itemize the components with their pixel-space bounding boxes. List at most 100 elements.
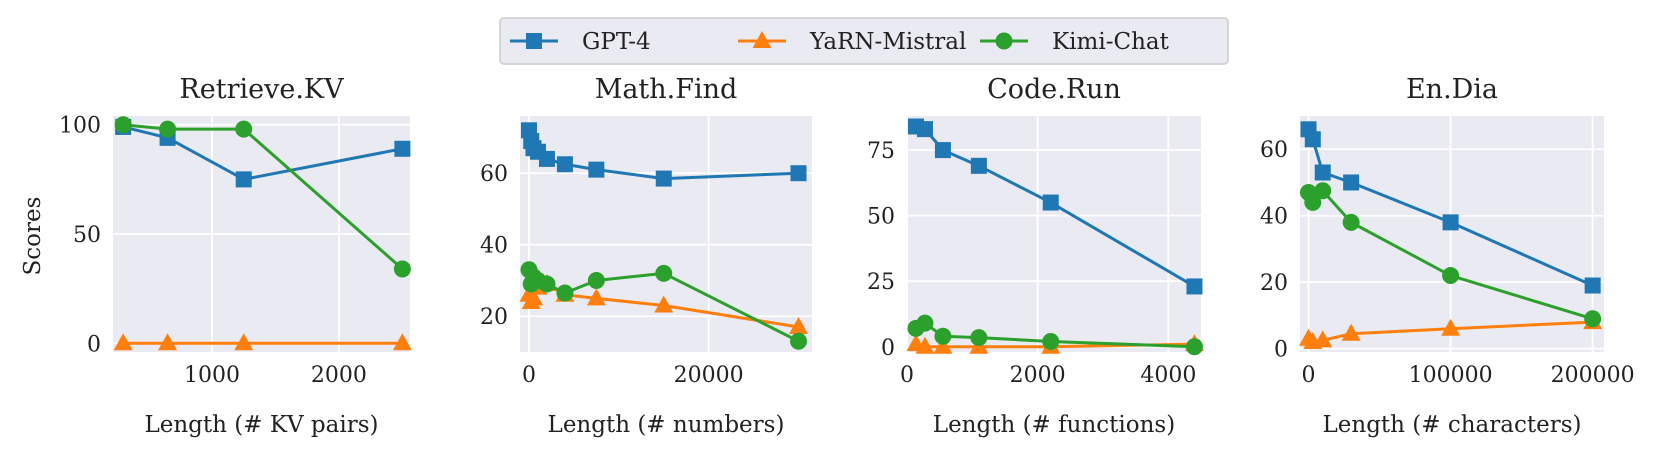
data-point-kimi-chat bbox=[1442, 267, 1460, 285]
data-point-kimi-chat bbox=[1304, 193, 1322, 211]
x-tick-label: 0 bbox=[522, 363, 536, 388]
series-yarn-mistral bbox=[113, 333, 412, 351]
x-tick-label: 0 bbox=[900, 363, 914, 388]
y-tick-label: 40 bbox=[480, 234, 508, 259]
panel-code-run: 0 2000 4000 0 25 50 75 Code.Run Length (# functi… bbox=[867, 74, 1204, 438]
data-point-gpt-4 bbox=[394, 140, 411, 157]
data-point-gpt-4 bbox=[1042, 194, 1059, 211]
panel-en-dia: 0 100000 200000 0 20 40 60 En.Dia Length (# char… bbox=[1260, 74, 1635, 438]
y-tick-label: 0 bbox=[87, 332, 101, 357]
legend-marker-yarn-mistral bbox=[752, 31, 772, 48]
data-point-gpt-4 bbox=[934, 142, 951, 159]
shared-y-axis-label: Scores bbox=[20, 197, 46, 276]
data-point-yarn-mistral bbox=[654, 295, 674, 313]
series-layer bbox=[1299, 121, 1603, 350]
series-gpt-4 bbox=[520, 122, 807, 187]
x-tick-label: 20000 bbox=[674, 363, 744, 388]
y-tick-label: 40 bbox=[1260, 205, 1288, 230]
data-point-kimi-chat bbox=[934, 327, 952, 345]
x-axis-label: Length (# numbers) bbox=[548, 412, 785, 438]
panel-title: Code.Run bbox=[987, 74, 1121, 105]
legend-label-gpt-4: GPT-4 bbox=[582, 29, 651, 55]
y-tick-label: 0 bbox=[881, 336, 895, 361]
legend-marker-kimi-chat bbox=[995, 32, 1013, 50]
data-point-gpt-4 bbox=[1343, 174, 1360, 191]
data-point-kimi-chat bbox=[1314, 182, 1332, 200]
data-point-gpt-4 bbox=[1304, 131, 1321, 148]
data-point-yarn-mistral bbox=[915, 336, 935, 354]
data-point-kimi-chat bbox=[655, 264, 673, 282]
legend: GPT-4 YaRN-Mistral Kimi-Chat bbox=[499, 17, 1229, 65]
series-gpt-4 bbox=[907, 118, 1203, 295]
data-point-yarn-mistral bbox=[933, 336, 953, 354]
y-tick-label: 20 bbox=[1260, 271, 1288, 296]
data-point-gpt-4 bbox=[1186, 278, 1203, 295]
data-point-yarn-mistral bbox=[1341, 323, 1361, 341]
data-point-kimi-chat bbox=[970, 329, 988, 347]
data-point-kimi-chat bbox=[114, 116, 132, 134]
data-point-gpt-4 bbox=[235, 171, 252, 188]
data-point-yarn-mistral bbox=[789, 316, 809, 334]
data-point-kimi-chat bbox=[587, 271, 605, 289]
data-point-yarn-mistral bbox=[234, 333, 254, 351]
data-point-kimi-chat bbox=[1185, 338, 1203, 356]
data-point-gpt-4 bbox=[538, 150, 555, 167]
data-point-kimi-chat bbox=[556, 284, 574, 302]
series-layer bbox=[519, 122, 809, 350]
data-point-kimi-chat bbox=[538, 275, 556, 293]
legend-marker-gpt-4 bbox=[526, 33, 542, 49]
data-point-yarn-mistral bbox=[158, 333, 178, 351]
legend-label-kimi-chat: Kimi-Chat bbox=[1052, 29, 1170, 55]
y-tick-label: 20 bbox=[480, 305, 508, 330]
series-line-gpt-4 bbox=[121, 125, 404, 181]
data-point-kimi-chat bbox=[1584, 310, 1602, 328]
data-point-gpt-4 bbox=[1584, 277, 1601, 294]
data-point-gpt-4 bbox=[970, 157, 987, 174]
data-point-gpt-4 bbox=[790, 165, 807, 182]
data-point-kimi-chat bbox=[1342, 213, 1360, 231]
data-point-kimi-chat bbox=[916, 314, 934, 332]
legend-label-yarn-mistral: YaRN-Mistral bbox=[809, 29, 966, 55]
x-tick-label: 4000 bbox=[1140, 363, 1196, 388]
panel-title: En.Dia bbox=[1406, 74, 1498, 105]
y-tick-label: 50 bbox=[73, 223, 101, 248]
panel-title: Math.Find bbox=[595, 74, 738, 105]
data-point-yarn-mistral bbox=[113, 333, 133, 351]
data-point-yarn-mistral bbox=[392, 333, 412, 351]
legend-entry-gpt-4: GPT-4 bbox=[510, 29, 651, 55]
x-tick-label: 1000 bbox=[184, 363, 240, 388]
data-point-kimi-chat bbox=[159, 120, 177, 138]
data-point-yarn-mistral bbox=[586, 288, 606, 306]
series-layer bbox=[906, 118, 1204, 356]
series-kimi-chat bbox=[1300, 182, 1602, 328]
y-tick-label: 25 bbox=[867, 270, 895, 295]
series-layer bbox=[113, 116, 412, 351]
y-tick-label: 100 bbox=[59, 114, 101, 139]
y-tick-label: 60 bbox=[1260, 138, 1288, 163]
data-point-kimi-chat bbox=[790, 332, 808, 350]
data-point-gpt-4 bbox=[1442, 214, 1459, 231]
x-tick-label: 0 bbox=[1302, 363, 1316, 388]
data-point-yarn-mistral bbox=[523, 288, 543, 306]
x-tick-label: 2000 bbox=[1010, 363, 1066, 388]
series-kimi-chat bbox=[520, 261, 808, 350]
data-point-kimi-chat bbox=[393, 260, 411, 278]
x-axis-label: Length (# KV pairs) bbox=[144, 412, 378, 438]
plot-area bbox=[1300, 116, 1604, 352]
legend-entry-yarn-mistral: YaRN-Mistral bbox=[738, 29, 966, 55]
x-axis-label: Length (# functions) bbox=[933, 412, 1175, 438]
x-tick-label: 2000 bbox=[311, 363, 367, 388]
panel-math-find: 0 20000 20 40 60 Math.Find Length (# numbers) bbox=[480, 74, 812, 438]
data-point-yarn-mistral bbox=[1313, 330, 1333, 348]
series-line-kimi-chat bbox=[121, 123, 404, 271]
x-axis-label: Length (# characters) bbox=[1323, 412, 1582, 438]
y-tick-label: 50 bbox=[867, 205, 895, 230]
series-gpt-4 bbox=[1300, 121, 1601, 294]
y-tick-label: 60 bbox=[480, 162, 508, 187]
panel-title: Retrieve.KV bbox=[179, 74, 344, 105]
panel-retrieve-kv: 1000 2000 0 50 100 Retrieve.KV Length (# KV pa… bbox=[59, 74, 412, 438]
data-point-gpt-4 bbox=[1314, 164, 1331, 181]
data-point-gpt-4 bbox=[588, 161, 605, 178]
